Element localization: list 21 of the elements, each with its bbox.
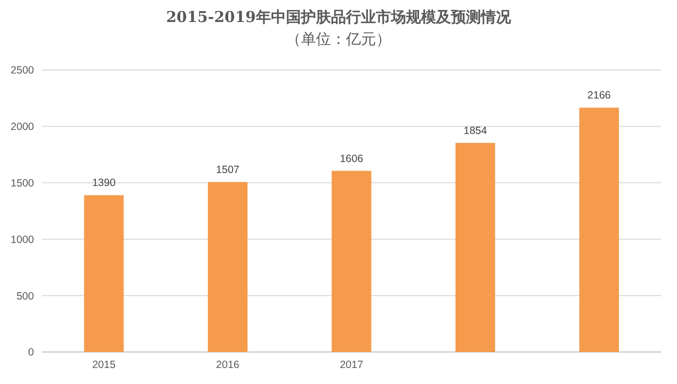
y-tick-label: 1000 xyxy=(10,234,34,246)
y-tick-label: 0 xyxy=(28,346,34,359)
data-label: 1507 xyxy=(216,164,240,176)
data-label: 1854 xyxy=(464,124,488,137)
data-label: 1390 xyxy=(92,177,116,190)
bar xyxy=(455,142,496,352)
chart-title: 2015-2019年中国护肤品行业市场规模及预测情况 xyxy=(166,8,512,26)
x-tick-label: 2016 xyxy=(216,359,240,371)
y-tick-label: 2000 xyxy=(10,121,34,134)
data-label: 1606 xyxy=(340,152,364,165)
y-tick-label: 1500 xyxy=(10,177,34,190)
x-tick-label: 2015 xyxy=(92,359,116,371)
data-label: 2166 xyxy=(587,90,611,102)
chart-subtitle: （单位：亿元） xyxy=(286,30,391,48)
x-tick-label: 2017 xyxy=(340,359,364,371)
bar xyxy=(332,170,372,352)
bar xyxy=(208,182,248,352)
y-tick-label: 500 xyxy=(16,290,34,302)
bar xyxy=(579,108,619,352)
y-tick-label: 2500 xyxy=(10,64,34,77)
bar xyxy=(84,195,124,352)
